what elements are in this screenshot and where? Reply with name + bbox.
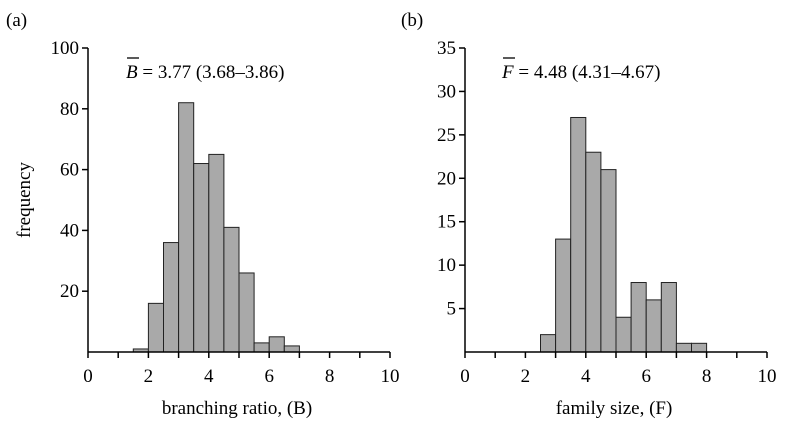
histogram-bar [178,102,195,353]
histogram-panel-a: (a) 20 40 60 80 100 0 2 4 6 8 10 B = 3.77 (3.68–3… [6,10,400,419]
y-tick-label: 30 [437,81,456,102]
bars-a [132,102,300,353]
x-axis-title-a: branching ratio, (B) [162,398,312,419]
histogram-bar [268,336,285,353]
y-tick-label: 25 [437,125,456,146]
y-tick-label: 20 [60,281,79,302]
x-tick-label: 10 [381,366,400,387]
histogram-bar [630,282,647,353]
x-tick-label: 10 [758,366,777,387]
histogram-bar [208,153,225,353]
annotation-text-b: = 4.48 (4.31–4.67) [514,62,661,83]
histogram-bar [585,151,602,353]
histogram-bar [615,316,632,353]
y-tick-label: 20 [437,168,456,189]
panel-label-b: (b) [401,10,423,31]
x-tick-label: 2 [521,366,531,387]
x-tick-label: 0 [83,366,93,387]
x-tick-label: 6 [264,366,274,387]
x-tick-label: 0 [460,366,470,387]
x-tick-label: 8 [702,366,712,387]
histogram-panel-b: (b) 5 10 15 20 25 30 35 0 2 4 6 8 10 F = 4.48 (4.31… [401,10,777,419]
annotation-symbol-b: F [501,62,514,83]
histogram-bar [675,342,693,353]
y-ticks-a: 20 40 60 80 100 [51,38,88,302]
y-tick-label: 60 [60,160,79,181]
histogram-bar [570,116,587,353]
histogram-bar [193,163,210,353]
annotation-symbol-a: B [126,62,138,83]
histogram-bar [660,282,677,353]
y-tick-label: 40 [60,220,79,241]
panel-label-a: (a) [6,10,27,31]
histogram-bar [253,342,270,353]
histogram-bar [238,272,255,353]
x-ticks-a: 0 2 4 6 8 10 [83,352,400,387]
bars-b [540,116,708,353]
y-ticks-b: 5 10 15 20 25 30 35 [437,38,465,320]
histogram-bar [163,242,180,353]
x-tick-label: 6 [641,366,651,387]
histogram-bar [691,342,708,353]
annotation-text-a: = 3.77 (3.68–3.86) [138,62,285,83]
histogram-bar [283,345,300,353]
histogram-bar [555,238,572,353]
y-tick-label: 15 [437,212,456,233]
histogram-bar [645,299,662,353]
y-tick-label: 80 [60,99,79,120]
x-tick-label: 4 [581,366,591,387]
histogram-bar [600,169,617,353]
x-tick-label: 4 [204,366,214,387]
y-tick-label: 100 [51,38,80,59]
x-axis-title-b: family size, (F) [556,398,673,419]
y-tick-label: 10 [437,255,456,276]
histogram-bar [147,302,164,353]
x-tick-label: 8 [325,366,335,387]
x-tick-label: 2 [144,366,154,387]
annotation-b: F = 4.48 (4.31–4.67) [501,62,660,83]
y-tick-label: 5 [447,299,457,320]
x-ticks-b: 0 2 4 6 8 10 [460,352,777,387]
y-axis-title-a: frequency [14,162,35,238]
histogram-bar [223,226,240,353]
histogram-bar [540,334,557,353]
annotation-a: B = 3.77 (3.68–3.86) [126,62,284,83]
y-tick-label: 35 [437,38,456,59]
